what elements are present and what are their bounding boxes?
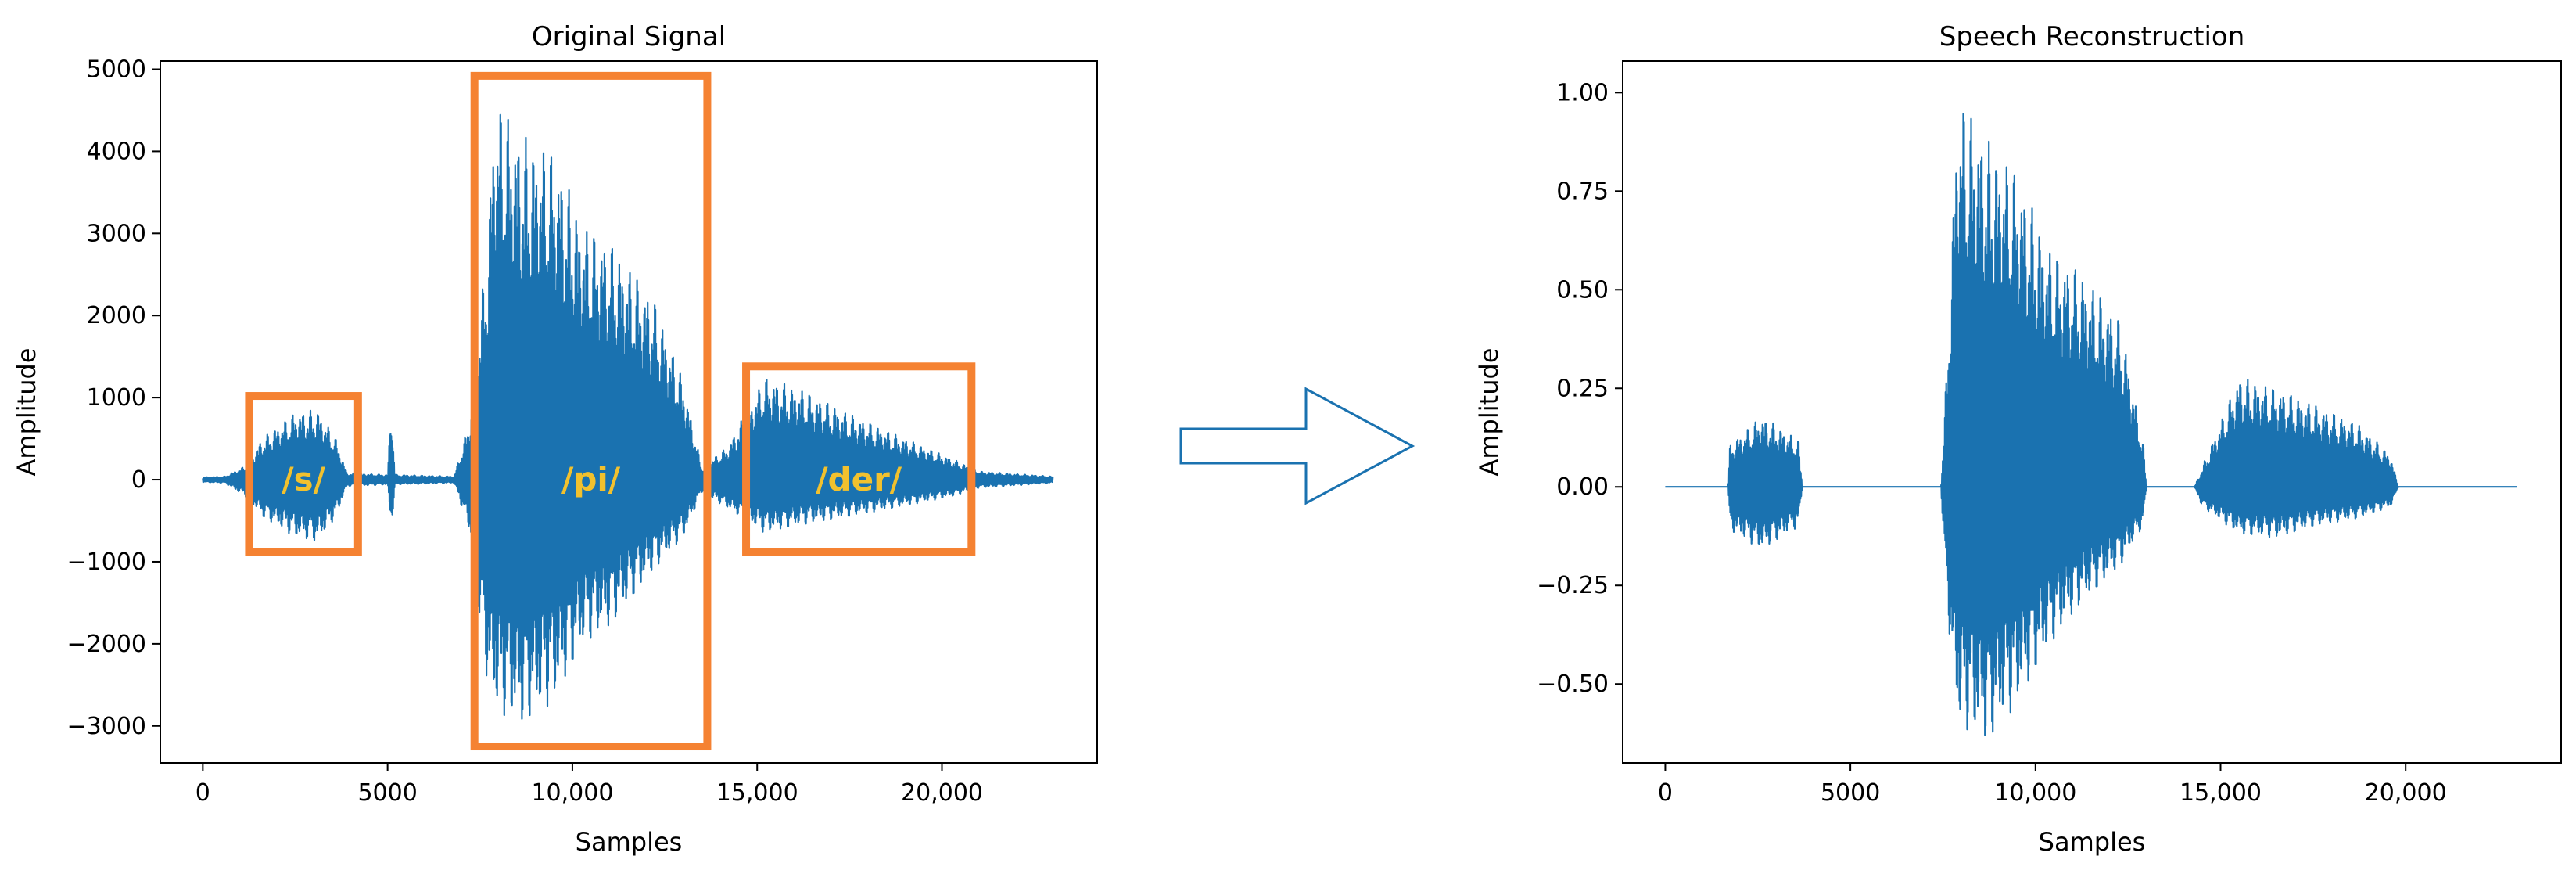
y-axis-label: Amplitude — [12, 348, 41, 477]
right-arrow-icon — [1179, 387, 1415, 505]
chart-title: Original Signal — [532, 21, 726, 52]
x-axis-label: Samples — [2039, 827, 2146, 857]
x-tick-label: 5000 — [357, 779, 417, 807]
y-axis-label: Amplitude — [1474, 348, 1504, 477]
plot-frame — [160, 60, 1098, 764]
x-tick-label: 15,000 — [716, 779, 798, 807]
y-tick-label: 0 — [131, 466, 146, 494]
x-tick-label: 20,000 — [2365, 779, 2447, 807]
y-tick-label: 0.50 — [1556, 276, 1609, 304]
x-tick-label: 0 — [196, 779, 210, 807]
x-tick-label: 15,000 — [2180, 779, 2262, 807]
chart-title: Speech Reconstruction — [1939, 21, 2245, 52]
x-tick-label: 0 — [1658, 779, 1673, 807]
y-tick-label: 5000 — [87, 56, 146, 83]
y-tick-label: −0.50 — [1537, 671, 1609, 698]
speech-reconstruction-chart: Speech Reconstruction Amplitude Samples … — [1474, 21, 2562, 857]
phoneme-box — [742, 362, 976, 556]
y-tick-label: 1000 — [87, 384, 146, 412]
phoneme-label: /s/ — [282, 460, 325, 498]
y-tick-label: −0.25 — [1537, 572, 1609, 599]
phoneme-box — [470, 71, 712, 751]
y-tick-label: 0.25 — [1556, 375, 1609, 402]
phoneme-box — [245, 392, 362, 556]
y-tick-label: 2000 — [87, 302, 146, 329]
waveform-series — [1664, 113, 2517, 736]
y-tick-label: 4000 — [87, 138, 146, 165]
y-tick-label: −2000 — [67, 631, 146, 658]
y-tick-label: 3000 — [87, 220, 146, 247]
x-tick-label: 10,000 — [1994, 779, 2076, 807]
original-signal-chart: Original Signal Amplitude Samples 0 5000 1… — [12, 21, 1098, 857]
waveform-series — [202, 113, 1054, 720]
plot-frame — [1622, 60, 2562, 764]
y-tick-label: 1.00 — [1556, 79, 1609, 106]
phoneme-label: /der/ — [816, 460, 902, 498]
x-tick-label: 5000 — [1821, 779, 1880, 807]
phoneme-label: /pi/ — [561, 460, 621, 498]
y-tick-label: 0.75 — [1556, 178, 1609, 205]
y-tick-label: −1000 — [67, 548, 146, 576]
x-tick-label: 10,000 — [531, 779, 613, 807]
x-tick-label: 20,000 — [901, 779, 983, 807]
x-axis-label: Samples — [576, 827, 683, 857]
y-tick-label: −3000 — [67, 713, 146, 740]
y-tick-label: 0.00 — [1556, 473, 1609, 501]
